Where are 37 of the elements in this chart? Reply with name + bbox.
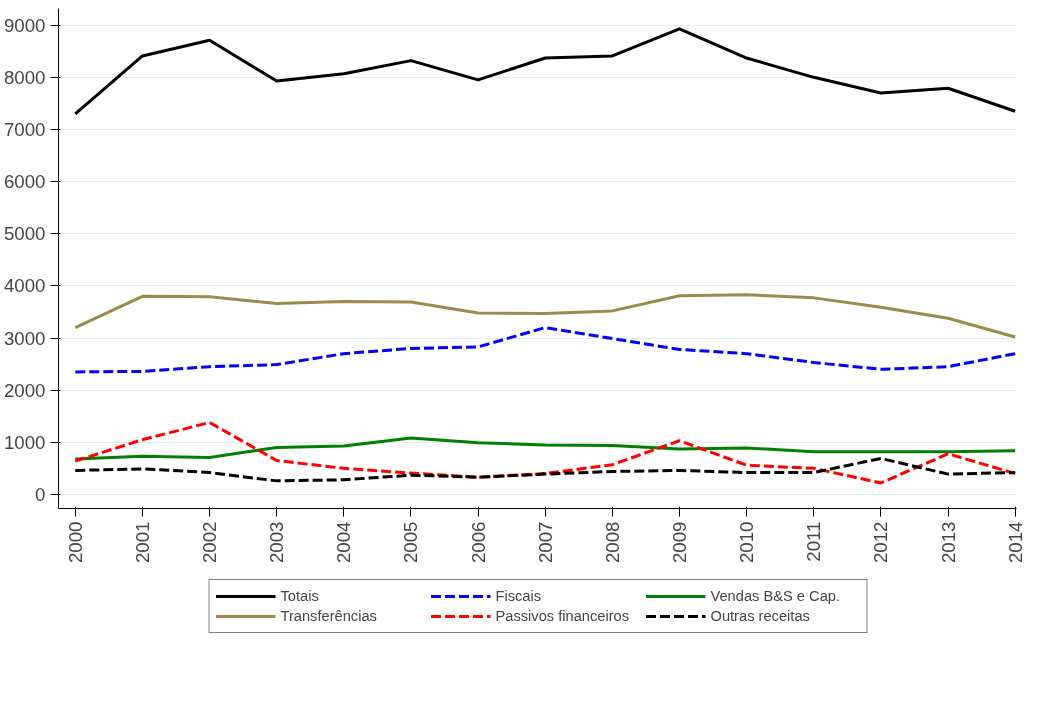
x-tick-label: 2004 <box>333 521 355 563</box>
x-tick-label: 2009 <box>668 521 690 563</box>
y-tick-label: 7000 <box>4 118 46 140</box>
y-tick-label: 6000 <box>4 171 46 193</box>
x-tick-label: 2008 <box>601 521 623 563</box>
line-series <box>73 27 1017 116</box>
x-tick-label: 2006 <box>467 521 489 563</box>
y-tick-label: 0 <box>35 483 46 505</box>
x-tick-label: 2005 <box>400 521 422 563</box>
legend-label: Totais <box>280 588 320 604</box>
y-tick-label: 5000 <box>4 223 46 245</box>
y-tick-label: 1000 <box>4 431 46 453</box>
x-tick-label: 2014 <box>1004 521 1026 563</box>
line-series <box>73 326 1017 374</box>
x-tick-label: 2002 <box>199 521 221 563</box>
y-tick-label: 8000 <box>4 66 46 88</box>
legend-label: Passivos financeiros <box>495 608 631 624</box>
legend-label: Transferências <box>280 608 378 624</box>
legend-label: Outras receitas <box>710 608 811 624</box>
x-tick-label: 2013 <box>937 521 959 563</box>
x-tick-label: 2003 <box>266 521 288 563</box>
x-tick-label: 2010 <box>736 521 758 563</box>
line-series <box>73 420 1017 485</box>
x-tick-label: 2001 <box>131 521 153 563</box>
line-series <box>73 293 1017 339</box>
x-tick-label: 2012 <box>870 521 892 563</box>
y-tick-label: 2000 <box>4 379 46 401</box>
legend-label: Fiscais <box>495 588 543 604</box>
x-tick-label: 2007 <box>534 521 556 563</box>
line-series <box>73 456 1017 483</box>
y-tick-label: 3000 <box>4 327 46 349</box>
x-tick-label: 2011 <box>803 521 825 562</box>
line-series <box>73 436 1017 461</box>
x-tick-label: 2000 <box>64 521 86 563</box>
y-tick-label: 4000 <box>4 275 46 297</box>
legend-label: Vendas B&S e Cap. <box>710 588 842 604</box>
y-tick-label: 9000 <box>4 14 46 36</box>
